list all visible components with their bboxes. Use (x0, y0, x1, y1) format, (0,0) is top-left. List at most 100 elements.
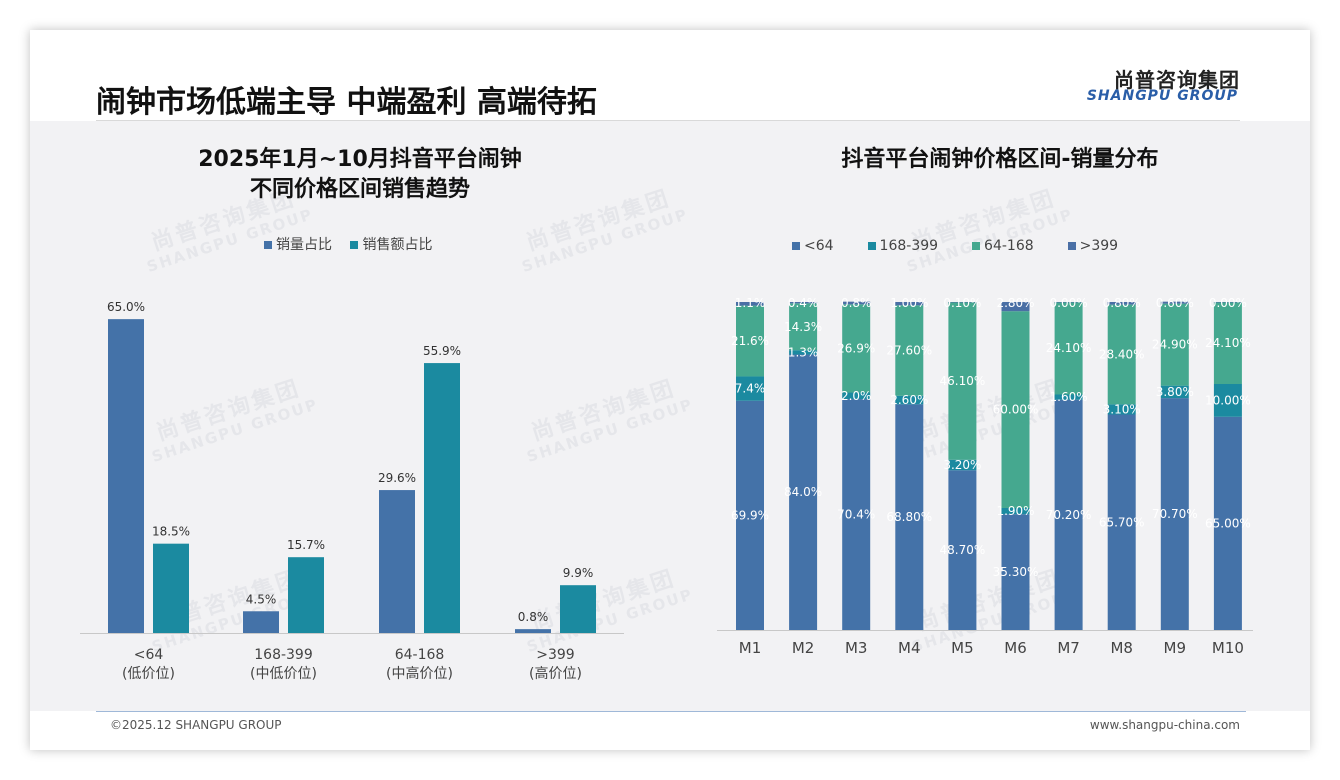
legend-swatch (867, 242, 876, 250)
bar-sales (288, 557, 324, 633)
logo-chinese: 尚普咨询集团 (1114, 68, 1240, 92)
stacked-segment (1054, 302, 1083, 303)
segment-value-label: 0.4% (788, 296, 819, 310)
stacked-segment (895, 302, 924, 306)
x-tick-label: 64-168 (395, 647, 445, 663)
legend-item: 168-399 (867, 238, 938, 254)
footer-website: www.shangpu-china.com (1089, 718, 1240, 732)
stacked-segment (842, 399, 871, 630)
bar-volume (108, 319, 144, 633)
right-chart-legend: <64 168-399 64-168 >399 (792, 238, 1152, 254)
segment-value-label: 1.00% (890, 296, 928, 310)
legend-label: >399 (1079, 238, 1119, 254)
x-tick-label: M1 (739, 639, 762, 657)
header-divider (96, 120, 1240, 121)
legend-swatch-sales (350, 241, 359, 249)
x-tick-label: M3 (845, 639, 868, 657)
right-stacked-bar-chart: 69.9% 7.4% 21.6% 1.1% M1 84.0% 1.3% 14.3% 0.4% M2… (717, 296, 1253, 657)
footer-divider (96, 711, 1246, 712)
stacked-segment (895, 305, 924, 396)
segment-value-label: 27.60% (886, 344, 932, 358)
page-title: 闹钟市场低端主导 中端盈利 高端待拓 (96, 85, 597, 120)
segment-value-label: 26.9% (837, 341, 875, 355)
stacked-segment (948, 302, 977, 303)
x-tick-label: M8 (1110, 639, 1133, 657)
segment-value-label: 24.10% (1046, 341, 1092, 355)
x-tick-label: M9 (1164, 639, 1187, 657)
segment-value-label: 28.40% (1099, 347, 1145, 361)
segment-value-label: 84.0% (784, 485, 822, 499)
stacked-segment (1107, 304, 1136, 405)
stacked-segment (1001, 507, 1030, 515)
bar-volume (379, 490, 415, 633)
segment-value-label: 0.8% (841, 296, 872, 310)
stacked-segment (1054, 394, 1083, 400)
bar-sales (560, 585, 596, 633)
logo-english: SHANGPU GROUP (1086, 88, 1238, 104)
segment-value-label: 65.70% (1099, 515, 1145, 529)
left-chart-legend: 销量占比 销售额占比 (264, 234, 446, 254)
x-tick-sublabel: (高价位) (529, 665, 582, 682)
left-chart-title-line2: 不同价格区间销售趋势 (249, 177, 470, 202)
legend-swatch-volume (264, 241, 272, 249)
x-tick-label: <64 (134, 647, 164, 663)
bar-volume (243, 611, 279, 633)
bar-volume (515, 629, 551, 633)
x-tick-label: M6 (1004, 639, 1027, 657)
segment-value-label: 10.00% (1205, 393, 1251, 407)
left-chart-title-line1: 2025年1月~10月抖音平台闹钟 (198, 147, 522, 172)
segment-value-label: 69.9% (731, 508, 769, 522)
stacked-segment (1107, 302, 1136, 305)
segment-value-label: 0.00% (1050, 296, 1088, 310)
stacked-segment (789, 354, 818, 630)
stacked-segment (1213, 384, 1242, 417)
stacked-segment (842, 392, 871, 400)
segment-value-label: 3.80% (1156, 385, 1194, 399)
bar-value-label: 65.0% (107, 300, 145, 314)
stacked-segment (789, 350, 818, 355)
stacked-segment (895, 404, 924, 630)
bar-value-label: 55.9% (423, 344, 461, 358)
x-tick-label: M7 (1057, 639, 1080, 657)
legend-item-volume: 销量占比 (264, 234, 332, 254)
segment-value-label: 70.4% (837, 508, 875, 522)
slide: 闹钟市场低端主导 中端盈利 高端待拓 尚普咨询集团 SHANGPU GROUP … (30, 30, 1310, 750)
stacked-segment (789, 303, 818, 351)
segment-value-label: 60.00% (993, 403, 1039, 417)
segment-value-label: 2.80% (996, 296, 1034, 310)
stacked-segment (736, 400, 764, 630)
x-tick-sublabel: (中高价位) (386, 665, 453, 682)
x-tick-label: M10 (1212, 639, 1244, 657)
stacked-segment (1213, 302, 1242, 384)
legend-swatch (792, 242, 800, 250)
segment-value-label: 70.70% (1152, 507, 1198, 521)
segment-value-label: 2.0% (841, 389, 872, 403)
left-chart-title: 2025年1月~10月抖音平台闹钟 不同价格区间销售趋势 (110, 145, 610, 205)
stacked-segment (842, 301, 871, 305)
segment-value-label: 0.60% (1156, 296, 1194, 310)
segment-value-label: 24.90% (1152, 338, 1198, 352)
bar-value-label: 29.6% (378, 471, 416, 485)
stacked-segment (948, 459, 977, 471)
segment-value-label: 1.90% (996, 504, 1034, 518)
legend-item: <64 (792, 238, 834, 254)
segment-value-label: 68.80% (886, 510, 932, 524)
segment-value-label: 7.4% (735, 382, 766, 396)
bar-value-label: 4.5% (246, 592, 277, 606)
legend-item-sales: 销售额占比 (350, 234, 432, 254)
stacked-segment (1213, 416, 1242, 630)
legend-label: 64-168 (984, 238, 1034, 254)
segment-value-label: 65.00% (1205, 516, 1251, 530)
x-tick-sublabel: (中低价位) (250, 666, 317, 682)
stacked-segment (948, 470, 977, 630)
segment-value-label: 0.80% (1103, 296, 1141, 310)
segment-value-label: 0.10% (943, 296, 981, 310)
bar-value-label: 0.8% (518, 610, 549, 624)
stacked-segment (1001, 302, 1030, 312)
segment-value-label: 1.60% (1050, 390, 1088, 404)
legend-item: >399 (1067, 238, 1119, 254)
segment-value-label: 21.6% (731, 334, 769, 348)
stacked-segment (895, 395, 924, 405)
stacked-segment (1054, 302, 1083, 395)
stacked-segment (1160, 398, 1189, 630)
